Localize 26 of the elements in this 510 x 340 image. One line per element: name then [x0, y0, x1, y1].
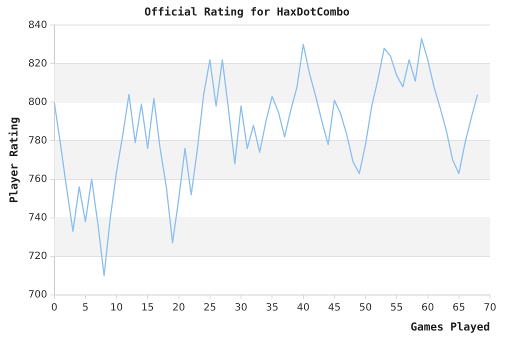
y-tick-label: 820 [28, 58, 48, 70]
x-tick-label: 0 [51, 302, 58, 314]
x-tick-label: 5 [82, 302, 89, 314]
x-tick-label: 70 [484, 302, 496, 314]
y-tick-label: 740 [28, 212, 48, 224]
x-tick-label: 55 [390, 302, 403, 314]
x-tick-label: 60 [421, 302, 434, 314]
x-tick-label: 65 [452, 302, 466, 314]
x-tick-label: 50 [359, 302, 372, 314]
x-tick-label: 15 [141, 302, 154, 314]
x-tick-label: 10 [110, 302, 123, 314]
x-tick-label: 20 [172, 302, 186, 314]
y-tick-label: 700 [28, 289, 48, 300]
x-tick-label: 45 [328, 302, 341, 314]
x-tick-label: 25 [204, 302, 216, 314]
chart-title: Official Rating for HaxDotCombo [144, 5, 350, 18]
y-tick-label: 780 [28, 135, 48, 146]
x-tick-label: 35 [266, 302, 279, 314]
y-tick-label: 720 [28, 250, 48, 262]
y-axis-title: Player Rating [7, 116, 20, 204]
x-tick-label: 40 [296, 302, 310, 314]
y-tick-label: 760 [28, 174, 48, 185]
x-axis-title: Games Played [410, 320, 490, 334]
x-tick-label: 30 [234, 302, 248, 314]
y-tick-label: 800 [28, 96, 48, 108]
y-tick-label: 840 [28, 20, 48, 31]
